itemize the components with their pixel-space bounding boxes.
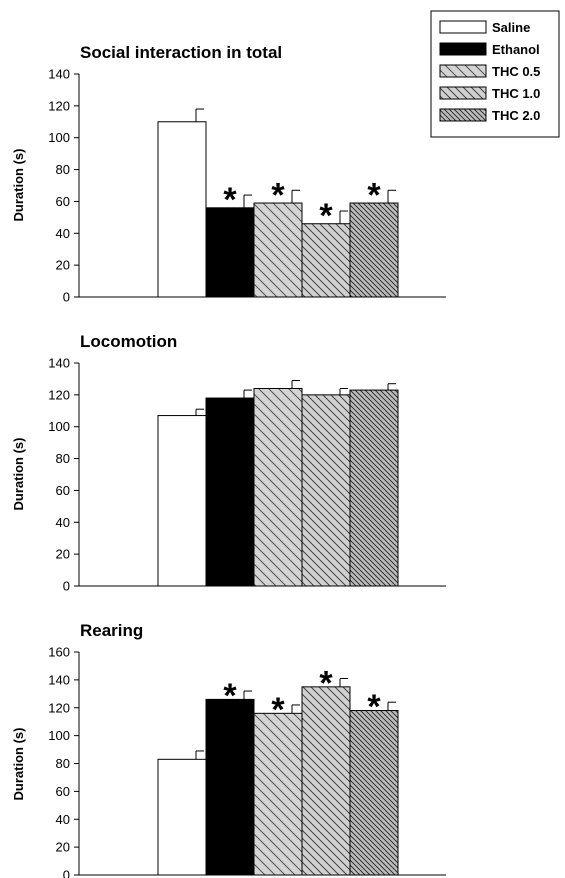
y-tick-label: 80 xyxy=(56,451,70,466)
y-tick-label: 20 xyxy=(56,547,70,562)
y-tick-label: 140 xyxy=(48,67,70,82)
y-tick-label: 0 xyxy=(63,868,70,878)
bar-saline xyxy=(157,758,207,876)
chart-rearing: Rearing Duration (s) 0 20 40 60 80 100 120 140 1… xyxy=(11,621,446,878)
bar-thc-0-5 xyxy=(253,202,303,298)
y-tick-label: 60 xyxy=(56,784,70,799)
legend-label-thc-0-5: THC 0.5 xyxy=(492,64,540,79)
y-tick-label: 40 xyxy=(56,226,70,241)
significance-marker: * xyxy=(223,181,237,219)
legend-swatch-ethanol xyxy=(439,42,487,56)
y-tick-label: 80 xyxy=(56,162,70,177)
bar-thc-2-0 xyxy=(349,389,399,587)
y-tick-label: 120 xyxy=(48,98,70,113)
bar-thc-1-0 xyxy=(301,686,351,876)
chart-title: Locomotion xyxy=(80,332,177,351)
y-tick-label: 120 xyxy=(48,387,70,402)
significance-marker: * xyxy=(319,664,333,702)
y-tick-label: 140 xyxy=(48,356,70,371)
y-tick-label: 20 xyxy=(56,840,70,855)
y-tick-label: 40 xyxy=(56,812,70,827)
bar-thc-0-5 xyxy=(253,387,303,587)
bar-thc-1-0 xyxy=(301,394,351,587)
significance-marker: * xyxy=(367,688,381,726)
bar-ethanol xyxy=(205,207,255,298)
significance-marker: * xyxy=(271,176,285,214)
y-tick-label: 0 xyxy=(63,579,70,594)
chart-locomotion: Locomotion Duration (s) 0 20 40 60 80 100 120 1… xyxy=(11,332,446,594)
y-tick-label: 120 xyxy=(48,700,70,715)
y-tick-label: 60 xyxy=(56,194,70,209)
y-tick-label: 160 xyxy=(48,645,70,660)
legend-swatch-saline xyxy=(439,20,487,34)
chart-title: Rearing xyxy=(80,621,143,640)
legend-swatch-thc-2-0 xyxy=(439,108,487,122)
bar-saline xyxy=(157,121,207,298)
y-axis-label: Duration (s) xyxy=(11,728,26,801)
legend: Saline Ethanol THC 0.5 THC 1.0 THC 2.0 xyxy=(430,10,560,138)
y-tick-label: 100 xyxy=(48,419,70,434)
significance-marker: * xyxy=(367,176,381,214)
legend-label-thc-1-0: THC 1.0 xyxy=(492,86,540,101)
y-tick-label: 60 xyxy=(56,483,70,498)
bar-saline xyxy=(157,415,207,587)
legend-label-saline: Saline xyxy=(492,20,530,35)
significance-marker: * xyxy=(271,691,285,729)
y-tick-label: 0 xyxy=(63,290,70,305)
chart-social-interaction: Social interaction in total Duration (s)… xyxy=(11,43,446,305)
bar-thc-0-5 xyxy=(253,712,303,876)
y-axis-label: Duration (s) xyxy=(11,149,26,222)
y-tick-label: 100 xyxy=(48,130,70,145)
significance-marker: * xyxy=(223,677,237,715)
legend-swatch-thc-1-0 xyxy=(439,86,487,100)
y-axis-label: Duration (s) xyxy=(11,438,26,511)
bar-ethanol xyxy=(205,698,255,876)
significance-marker: * xyxy=(319,197,333,235)
legend-swatch-thc-0-5 xyxy=(439,64,487,78)
y-tick-label: 140 xyxy=(48,672,70,687)
bar-thc-2-0 xyxy=(349,202,399,298)
legend-label-ethanol: Ethanol xyxy=(492,42,540,57)
bar-thc-2-0 xyxy=(349,710,399,876)
y-tick-label: 80 xyxy=(56,756,70,771)
y-tick-label: 20 xyxy=(56,258,70,273)
y-tick-label: 100 xyxy=(48,728,70,743)
y-tick-label: 40 xyxy=(56,515,70,530)
chart-title: Social interaction in total xyxy=(80,43,282,62)
legend-label-thc-2-0: THC 2.0 xyxy=(492,108,540,123)
bar-ethanol xyxy=(205,397,255,587)
